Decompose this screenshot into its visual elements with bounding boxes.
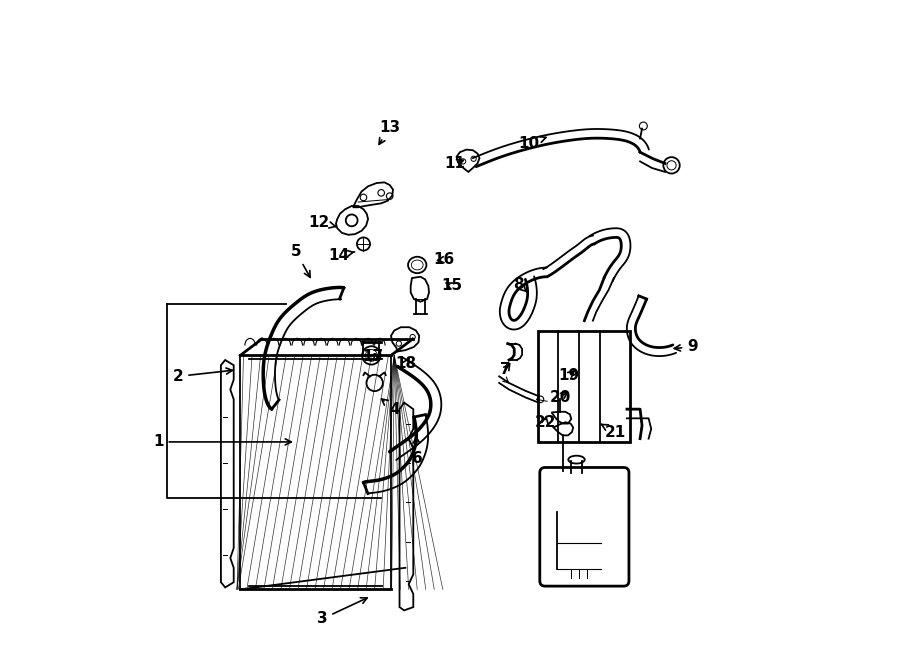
Text: 1: 1 [153,434,292,449]
Text: 4: 4 [382,399,400,416]
Text: 19: 19 [559,368,580,383]
Text: 8: 8 [514,277,526,292]
Text: 20: 20 [549,390,571,405]
Text: 14: 14 [328,248,355,262]
Text: 11: 11 [445,156,465,171]
Text: 17: 17 [362,349,383,364]
Text: 18: 18 [395,356,417,371]
Text: 13: 13 [379,120,400,144]
Text: 21: 21 [601,424,626,440]
Text: 15: 15 [441,278,463,293]
Text: 6: 6 [412,437,423,466]
Text: 7: 7 [500,362,511,377]
Text: 22: 22 [535,414,556,430]
Text: 5: 5 [291,245,310,277]
Text: 9: 9 [674,339,698,354]
Text: 10: 10 [518,136,546,151]
Text: 2: 2 [173,368,232,384]
Text: 16: 16 [433,253,454,267]
Bar [538,330,630,442]
Text: 3: 3 [317,598,367,627]
Text: 12: 12 [309,215,336,230]
